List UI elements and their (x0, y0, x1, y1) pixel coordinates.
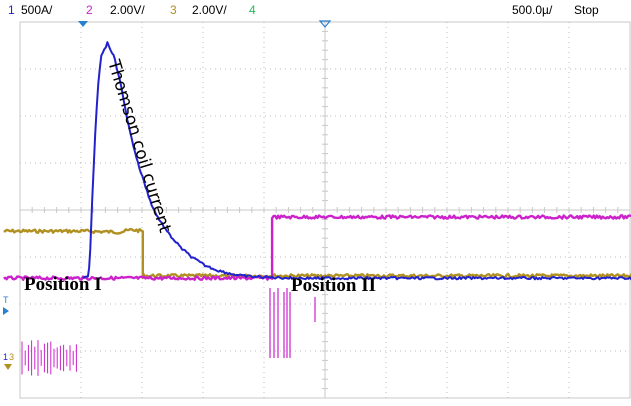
ch1-ground-label: 1 (3, 352, 8, 362)
run-state-label: Stop (574, 3, 599, 17)
position-1-annotation: Position I (24, 274, 102, 295)
trigger-level-marker (3, 307, 9, 315)
waveform-traces (3, 41, 631, 376)
ch1-waveform (82, 41, 631, 281)
position-2-annotation: Position II (291, 275, 376, 296)
graticule (19, 21, 631, 399)
ch2-waveform (3, 214, 631, 281)
ch2-scale: 2.00V/ (110, 3, 145, 17)
trigger-position-marker (78, 21, 88, 27)
channel-header: 1 500A/ 2 2.00V/ 3 2.00V/ 4 500.0µ/ Stop (8, 3, 599, 17)
ch1-number: 1 (8, 3, 15, 17)
timebase-label: 500.0µ/ (512, 3, 553, 17)
ch23-ground-label: 3 (9, 352, 14, 362)
ch3-waveform (3, 227, 631, 280)
coil-current-annotation: Thomson coil current (103, 57, 175, 236)
ch3-ground-marker (4, 364, 12, 370)
timebase-reference-marker (318, 20, 332, 28)
ch4-number: 4 (249, 3, 256, 17)
trigger-level-label: T (3, 295, 9, 305)
ch2-number: 2 (86, 3, 93, 17)
ch1-scale: 500A/ (21, 3, 53, 17)
ch3-scale: 2.00V/ (192, 3, 227, 17)
ch3-number: 3 (170, 3, 177, 17)
